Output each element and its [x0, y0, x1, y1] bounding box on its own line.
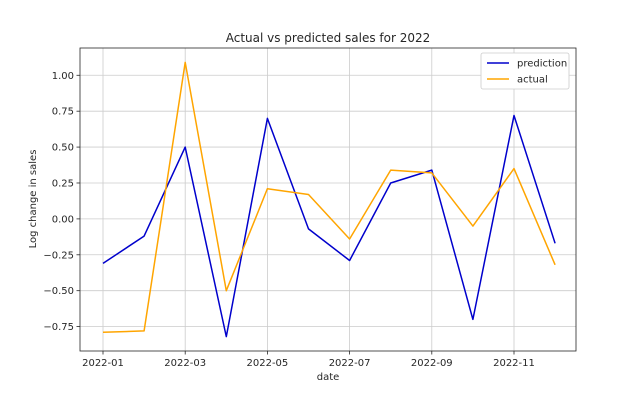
legend-box: [480, 52, 570, 90]
series-line-prediction: [102, 114, 556, 338]
y-axis-title: Log change in sales: [28, 150, 39, 249]
legend: prediction actual: [480, 52, 570, 90]
x-tick-label: 2022-11: [493, 358, 535, 369]
series-line-actual: [102, 61, 556, 334]
y-tick-label: 0.25: [52, 178, 74, 189]
chart-title: Actual vs predicted sales for 2022: [226, 31, 431, 45]
y-tick-label: −0.75: [43, 322, 74, 333]
y-axis-ticks: −0.75 −0.50 −0.25 0.00 0.25 0.50 0.75 1.00: [43, 71, 80, 333]
series-lines: [102, 61, 556, 338]
grid: [80, 48, 576, 351]
x-tick-label: 2022-09: [411, 358, 453, 369]
x-axis-ticks: 2022-01 2022-03 2022-05 2022-07 2022-09 2022-…: [82, 351, 535, 369]
y-tick-label: −0.50: [43, 286, 74, 297]
y-tick-label: −0.25: [43, 250, 74, 261]
plot-frame: [79, 47, 577, 352]
x-tick-label: 2022-01: [82, 358, 124, 369]
legend-label-actual: actual: [517, 75, 548, 86]
x-tick-label: 2022-07: [329, 358, 371, 369]
x-tick-label: 2022-03: [164, 358, 206, 369]
y-tick-label: 1.00: [52, 71, 74, 82]
legend-label-prediction: prediction: [517, 59, 567, 70]
y-tick-label: 0.75: [52, 107, 74, 118]
y-tick-label: 0.00: [52, 214, 74, 225]
x-tick-label: 2022-05: [247, 358, 289, 369]
x-axis-title: date: [317, 372, 340, 383]
y-tick-label: 0.50: [52, 143, 74, 154]
